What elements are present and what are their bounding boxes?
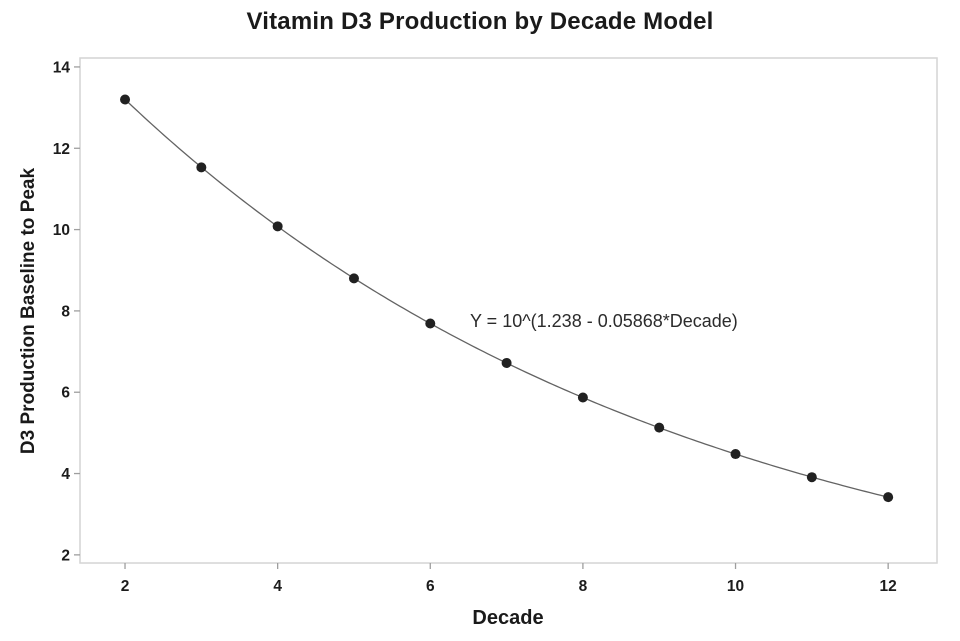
data-point [501, 357, 512, 368]
x-tick-label: 4 [273, 578, 282, 595]
x-tick-label: 6 [426, 578, 435, 595]
data-point [425, 318, 436, 329]
y-tick-label: 10 [53, 222, 70, 239]
data-point [577, 392, 588, 403]
x-tick-label: 2 [121, 578, 130, 595]
x-tick-label: 8 [579, 578, 588, 595]
model-curve [124, 98, 889, 498]
x-tick-label: 10 [727, 578, 744, 595]
data-point [272, 221, 283, 232]
y-tick-label: 8 [61, 303, 70, 320]
data-point [883, 492, 894, 503]
data-point [654, 422, 665, 433]
x-tick-label: 12 [880, 578, 897, 595]
x-axis-label: Decade [472, 607, 544, 629]
chart-title: Vitamin D3 Production by Decade Model [246, 8, 714, 35]
data-point [348, 273, 359, 284]
y-tick-label: 2 [61, 547, 70, 564]
y-tick-label: 12 [53, 141, 70, 158]
data-point [806, 472, 817, 483]
y-tick-label: 14 [53, 59, 71, 76]
y-tick-label: 6 [61, 385, 70, 402]
data-point [120, 94, 131, 105]
data-point [730, 449, 741, 460]
model-equation-annotation: Y = 10^(1.238 - 0.05868*Decade) [470, 311, 738, 331]
y-tick-label: 4 [61, 466, 70, 483]
data-point [196, 162, 207, 173]
